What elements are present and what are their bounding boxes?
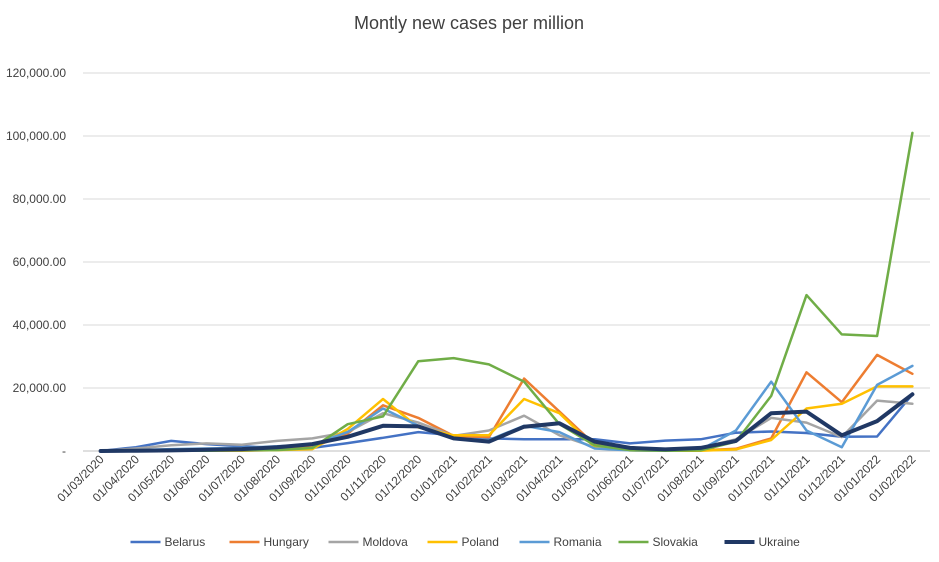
series-line-moldova <box>99 399 914 453</box>
legend: Belarus Hungary Moldova Poland Romania Slovak… <box>130 535 801 549</box>
gridlines <box>83 72 930 452</box>
y-tick-label: 60,000.00 <box>13 255 67 269</box>
legend-label: Belarus <box>165 535 206 549</box>
y-tick-label: 80,000.00 <box>13 192 67 206</box>
legend-item-romania: Romania <box>519 535 602 549</box>
legend-item-ukraine: Ukraine <box>724 535 801 549</box>
legend-label: Slovakia <box>653 535 699 549</box>
legend-label: Poland <box>462 535 499 549</box>
series-line-ukraine <box>98 392 915 453</box>
legend-label: Hungary <box>264 535 309 549</box>
chart-title: Montly new cases per million <box>354 13 584 33</box>
y-tick-label: 40,000.00 <box>13 318 67 332</box>
y-axis-ticks: - 20,000.00 40,000.00 60,000.00 80,000.00 100… <box>6 66 66 458</box>
legend-item-hungary: Hungary <box>229 535 309 549</box>
series-line-belarus <box>99 393 914 453</box>
series-lines <box>98 131 915 453</box>
legend-item-moldova: Moldova <box>328 535 409 549</box>
y-tick-label: 20,000.00 <box>13 381 67 395</box>
legend-label: Romania <box>554 535 602 549</box>
series-line-hungary <box>99 353 914 453</box>
legend-item-poland: Poland <box>427 535 499 549</box>
y-tick-label: 120,000.00 <box>6 66 66 80</box>
legend-item-belarus: Belarus <box>130 535 206 549</box>
legend-label: Ukraine <box>759 535 801 549</box>
series-line-poland <box>99 385 914 453</box>
y-tick-label: - <box>62 444 66 458</box>
legend-item-slovakia: Slovakia <box>618 535 699 549</box>
legend-label: Moldova <box>363 535 409 549</box>
y-tick-label: 100,000.00 <box>6 129 66 143</box>
x-axis-ticks: 01/03/202001/04/202001/05/202001/06/2020… <box>54 452 918 505</box>
